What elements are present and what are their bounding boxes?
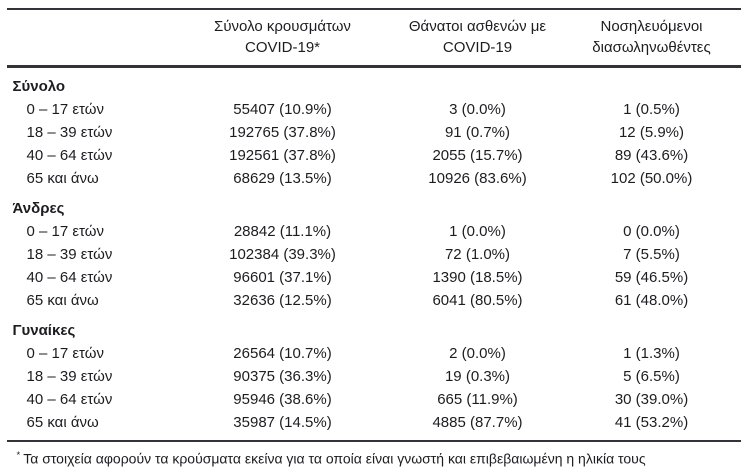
intubated-value: 1 (0.5%) — [623, 101, 680, 118]
section-label-women: Γυναίκες — [12, 322, 76, 339]
cases-value: 68629 (13.5%) — [233, 170, 332, 187]
col-header-intubated: Νοσηλευόμενοι διασωληνωθέντες — [562, 9, 741, 68]
footnote: * Τα στοιχεία αφορούν τα κρούσματα εκείνα… — [7, 446, 741, 469]
deaths-value: 2055 (15.7%) — [432, 147, 523, 164]
section-label-total: Σύνολο — [12, 78, 66, 95]
intubated-value: 41 (53.2%) — [562, 411, 741, 442]
col-header-deaths: Θάνατοι ασθενών με COVID-19 — [392, 9, 563, 68]
intubated-value: 89 (43.6%) — [614, 147, 689, 164]
intubated-value: 102 (50.0%) — [610, 170, 693, 187]
age-label: 65 και άνω — [26, 292, 99, 309]
section-label-men: Άνδρες — [12, 200, 65, 217]
intubated-value: 0 (0.0%) — [623, 223, 680, 240]
deaths-value: 6041 (80.5%) — [432, 292, 523, 309]
cases-value: 28842 (11.1%) — [233, 223, 332, 240]
empty-header-cell — [6, 9, 173, 68]
intubated-value: 5 (6.5%) — [623, 368, 680, 385]
col-header-deaths-line2: COVID-19 — [442, 39, 513, 56]
header-row: Σύνολο κρουσμάτων COVID-19* Θάνατοι ασθε… — [6, 9, 741, 68]
intubated-value: 61 (48.0%) — [614, 292, 689, 309]
table-row: 18 – 39 ετών 102384 (39.3%) 72 (1.0%) 7 … — [7, 243, 741, 266]
col-header-deaths-line1: Θάνατοι ασθενών με — [408, 18, 547, 35]
table-row: 40 – 64 ετών 96601 (37.1%) 1390 (18.5%) … — [7, 266, 741, 289]
deaths-value: 3 (0.0%) — [449, 101, 506, 118]
age-label: 0 – 17 ετών — [26, 223, 104, 240]
age-label: 40 – 64 ετών — [26, 391, 113, 408]
cases-value: 32636 (12.5%) — [233, 292, 332, 309]
age-label: 65 και άνω — [6, 411, 173, 442]
table-row: 40 – 64 ετών 192561 (37.8%) 2055 (15.7%)… — [7, 144, 741, 167]
deaths-value: 665 (11.9%) — [437, 391, 518, 408]
cases-value: 102384 (39.3%) — [229, 246, 336, 263]
intubated-value: 30 (39.0%) — [614, 391, 689, 408]
deaths-value: 10926 (83.6%) — [428, 170, 527, 187]
deaths-value: 72 (1.0%) — [444, 246, 511, 263]
table-row: 18 – 39 ετών 90375 (36.3%) 19 (0.3%) 5 (… — [7, 365, 741, 388]
age-label: 18 – 39 ετών — [26, 124, 113, 141]
covid-age-statistics-table: Σύνολο κρουσμάτων COVID-19* Θάνατοι ασθε… — [6, 8, 741, 442]
deaths-value: 4885 (87.7%) — [392, 411, 563, 442]
age-label: 0 – 17 ετών — [26, 345, 104, 362]
cases-value: 55407 (10.9%) — [233, 101, 332, 118]
age-label: 40 – 64 ετών — [26, 269, 113, 286]
section-row-men: Άνδρες — [7, 190, 741, 220]
deaths-value: 1390 (18.5%) — [432, 269, 523, 286]
col-header-cases-line1: Σύνολο κρουσμάτων — [214, 18, 351, 35]
deaths-value: 1 (0.0%) — [449, 223, 506, 240]
table-row: 65 και άνω 68629 (13.5%) 10926 (83.6%) 1… — [7, 167, 741, 190]
intubated-value: 1 (1.3%) — [623, 345, 680, 362]
table-row: 0 – 17 ετών 55407 (10.9%) 3 (0.0%) 1 (0.… — [7, 98, 741, 121]
age-label: 65 και άνω — [26, 170, 99, 187]
cases-value: 96601 (37.1%) — [233, 269, 332, 286]
section-row-total: Σύνολο — [7, 67, 741, 99]
cases-value: 35987 (14.5%) — [172, 411, 393, 442]
table-row: 65 και άνω 32636 (12.5%) 6041 (80.5%) 61… — [7, 289, 741, 312]
cases-value: 26564 (10.7%) — [233, 345, 332, 362]
deaths-value: 91 (0.7%) — [444, 124, 511, 141]
deaths-value: 2 (0.0%) — [449, 345, 506, 362]
table-row: 0 – 17 ετών 28842 (11.1%) 1 (0.0%) 0 (0.… — [7, 220, 741, 243]
section-row-women: Γυναίκες — [7, 312, 741, 342]
table-row: 40 – 64 ετών 95946 (38.6%) 665 (11.9%) 3… — [7, 388, 741, 411]
deaths-value: 19 (0.3%) — [444, 368, 511, 385]
table-row: 18 – 39 ετών 192765 (37.8%) 91 (0.7%) 12… — [7, 121, 741, 144]
footnote-text: Τα στοιχεία αφορούν τα κρούσματα εκείνα … — [23, 450, 646, 467]
cases-value: 90375 (36.3%) — [233, 368, 332, 385]
col-header-intubated-line2: διασωληνωθέντες — [592, 39, 711, 56]
age-label: 0 – 17 ετών — [26, 101, 104, 118]
age-label: 18 – 39 ετών — [26, 246, 113, 263]
cases-value: 192561 (37.8%) — [229, 147, 336, 164]
intubated-value: 7 (5.5%) — [623, 246, 680, 263]
age-label: 18 – 39 ετών — [26, 368, 113, 385]
col-header-cases: Σύνολο κρουσμάτων COVID-19* — [172, 9, 393, 68]
intubated-value: 59 (46.5%) — [614, 269, 689, 286]
age-label: 40 – 64 ετών — [26, 147, 113, 164]
col-header-intubated-line1: Νοσηλευόμενοι — [600, 18, 703, 35]
cases-value: 95946 (38.6%) — [233, 391, 332, 408]
col-header-cases-line2: COVID-19* — [244, 39, 321, 56]
intubated-value: 12 (5.9%) — [618, 124, 685, 141]
cases-value: 192765 (37.8%) — [229, 124, 336, 141]
table-row: 65 και άνω 35987 (14.5%) 4885 (87.7%) 41… — [6, 411, 741, 442]
table-row: 0 – 17 ετών 26564 (10.7%) 2 (0.0%) 1 (1.… — [7, 342, 741, 365]
footnote-asterisk: * — [16, 450, 21, 461]
